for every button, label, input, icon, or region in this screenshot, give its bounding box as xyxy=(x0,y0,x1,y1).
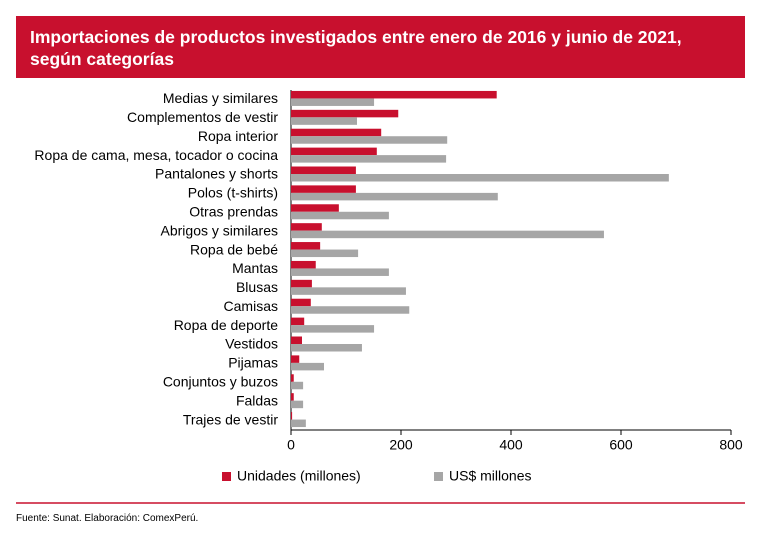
legend-swatch xyxy=(222,472,231,481)
bar xyxy=(291,381,304,390)
bar xyxy=(291,90,497,99)
bar xyxy=(291,268,389,276)
y-tick-label: Pantalones y shorts xyxy=(155,166,278,182)
bar xyxy=(291,128,382,137)
bar xyxy=(291,400,304,409)
x-tick-label: 800 xyxy=(719,437,743,453)
bar xyxy=(291,393,294,401)
y-tick-label: Ropa de bebé xyxy=(190,241,278,257)
x-tick-label: 200 xyxy=(389,437,413,453)
source: Fuente: Sunat. Elaboración: ComexPerú. xyxy=(16,513,199,524)
bar xyxy=(291,166,356,174)
bar xyxy=(291,374,294,382)
bar xyxy=(291,117,357,125)
bar xyxy=(291,298,311,307)
bar xyxy=(291,109,399,118)
bar xyxy=(291,355,300,363)
bar xyxy=(291,136,448,144)
legend-label: Unidades (millones) xyxy=(237,468,361,484)
y-tick-label: Pijamas xyxy=(228,355,278,371)
bar xyxy=(291,147,377,156)
x-tick-label: 400 xyxy=(499,437,523,453)
y-tick-label: Vestidos xyxy=(225,336,278,352)
bar xyxy=(291,287,406,295)
y-tick-label: Polos (t-shirts) xyxy=(188,185,278,201)
bar xyxy=(291,211,389,220)
bar xyxy=(291,192,498,201)
y-tick-label: Abrigos y similares xyxy=(161,222,278,238)
bar xyxy=(291,336,302,344)
bar xyxy=(291,279,312,288)
bar xyxy=(291,362,324,371)
bar xyxy=(291,185,356,193)
chart-title: Importaciones de productos investigados … xyxy=(16,16,745,78)
bar xyxy=(291,344,362,352)
y-tick-label: Ropa de deporte xyxy=(174,317,279,333)
bar xyxy=(291,249,359,258)
bar xyxy=(291,204,339,212)
bar xyxy=(291,155,447,163)
y-tick-label: Ropa interior xyxy=(198,128,278,144)
y-tick-label: Complementos de vestir xyxy=(127,109,278,125)
bar xyxy=(291,325,375,333)
y-tick-label: Mantas xyxy=(232,260,278,276)
bar xyxy=(291,230,604,239)
x-tick-label: 0 xyxy=(287,437,295,453)
bar xyxy=(291,419,306,428)
y-tick-label: Blusas xyxy=(236,279,278,295)
y-tick-label: Trajes de vestir xyxy=(183,411,279,427)
y-tick-label: Conjuntos y buzos xyxy=(163,373,278,389)
bar xyxy=(291,174,669,182)
y-tick-label: Medias y similares xyxy=(163,90,278,106)
legend-swatch xyxy=(434,472,443,481)
bar xyxy=(291,260,316,269)
y-tick-label: Camisas xyxy=(224,298,278,314)
y-tick-label: Ropa de cama, mesa, tocador o cocina xyxy=(34,147,278,163)
y-tick-label: Faldas xyxy=(236,392,278,408)
bar xyxy=(291,317,305,326)
y-tick-label: Otras prendas xyxy=(189,203,278,219)
bar xyxy=(291,98,375,106)
bar xyxy=(291,242,321,250)
legend-label: US$ millones xyxy=(449,468,531,484)
bar xyxy=(291,306,410,314)
x-tick-label: 600 xyxy=(609,437,633,453)
bar xyxy=(291,412,293,420)
bar xyxy=(291,223,322,231)
